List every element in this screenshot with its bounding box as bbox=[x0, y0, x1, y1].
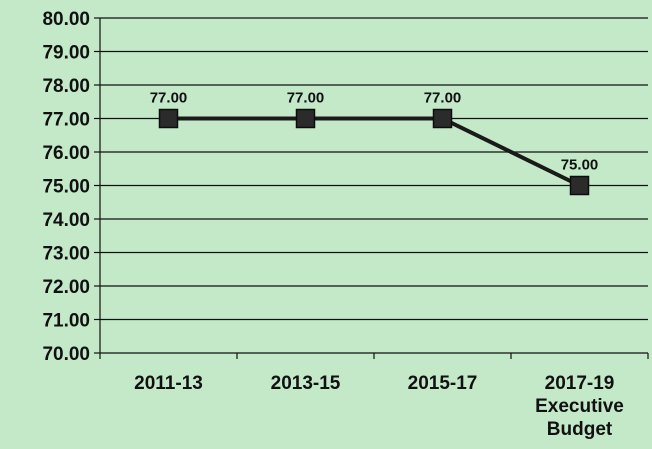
y-tick-label: 72.00 bbox=[42, 277, 90, 298]
series-line bbox=[158, 108, 590, 196]
y-tick-label: 80.00 bbox=[42, 9, 90, 30]
x-tick-label-line: 2017-19 bbox=[545, 373, 615, 394]
x-tick-label-line: 2011-13 bbox=[134, 373, 203, 394]
y-tick-label: 79.00 bbox=[42, 43, 90, 64]
y-tick-label: 76.00 bbox=[42, 143, 90, 164]
x-tick-label-line: Budget bbox=[547, 419, 613, 440]
y-tick-label: 71.00 bbox=[42, 311, 90, 332]
x-tick-label-line: 2015-17 bbox=[408, 373, 478, 394]
data-point-marker bbox=[295, 108, 316, 129]
y-tick-label: 74.00 bbox=[42, 210, 90, 231]
y-tick-label: 78.00 bbox=[42, 76, 90, 97]
x-tick-label: 2017-19 Executive Budget bbox=[535, 373, 624, 440]
data-label: 77.00 bbox=[287, 90, 325, 107]
x-tick-label: 2015-17 bbox=[408, 373, 478, 394]
y-tick-label: 75.00 bbox=[42, 177, 90, 198]
x-axis: 2011-13 2013-15 2015-17 2017-19 Executive Bud… bbox=[99, 353, 649, 440]
x-tick-label-line: Executive bbox=[535, 396, 624, 417]
y-tick-label: 77.00 bbox=[42, 110, 90, 131]
y-axis: 70.00 71.00 72.00 73.00 74.00 75.00 76.00 77.00… bbox=[42, 9, 101, 365]
y-tick-label: 73.00 bbox=[42, 244, 90, 265]
gridlines bbox=[100, 17, 648, 354]
y-tick-label: 70.00 bbox=[42, 344, 90, 365]
x-tick-label: 2013-15 bbox=[271, 373, 341, 394]
data-label: 77.00 bbox=[424, 90, 462, 107]
data-label: 77.00 bbox=[150, 90, 188, 107]
x-tick-label-line: 2013-15 bbox=[271, 373, 341, 394]
data-label: 75.00 bbox=[561, 157, 599, 174]
data-labels: 77.00 77.00 77.00 75.00 bbox=[150, 90, 599, 174]
x-tick-label: 2011-13 bbox=[134, 373, 203, 394]
data-point-marker bbox=[158, 108, 179, 129]
series-polyline bbox=[168, 116, 581, 188]
data-point-marker bbox=[432, 108, 453, 129]
data-point-marker bbox=[569, 175, 590, 196]
